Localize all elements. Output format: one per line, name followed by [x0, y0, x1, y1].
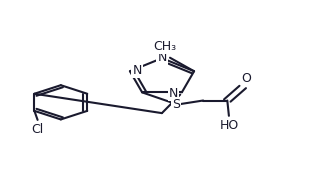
- Text: N: N: [132, 64, 142, 77]
- Text: N: N: [157, 51, 167, 64]
- Text: Cl: Cl: [31, 123, 44, 136]
- Text: O: O: [242, 72, 251, 85]
- Text: S: S: [172, 98, 180, 111]
- Text: CH₃: CH₃: [154, 40, 177, 53]
- Text: HO: HO: [219, 119, 238, 132]
- Text: N: N: [169, 87, 179, 100]
